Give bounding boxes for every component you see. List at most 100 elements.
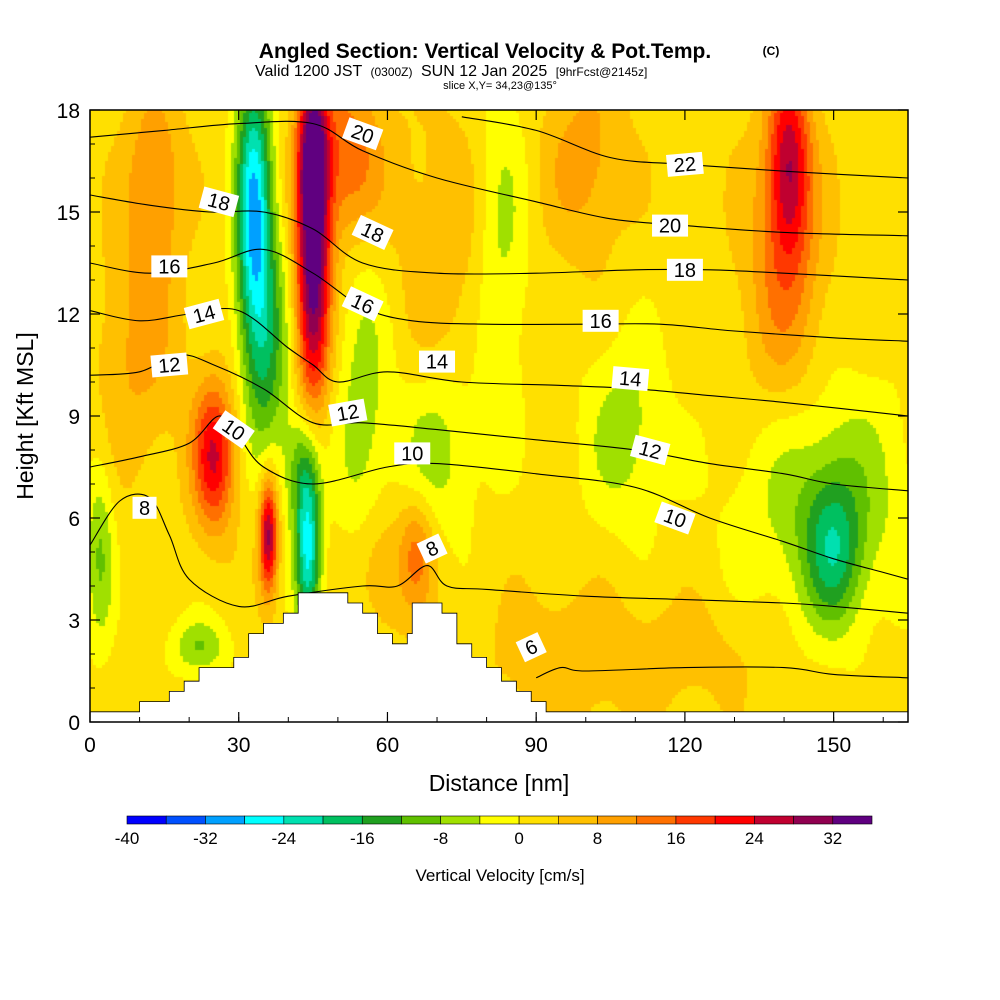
- colorbar-swatch: [518, 815, 559, 825]
- contour-label-text: 16: [158, 256, 180, 278]
- contour-label-box: [652, 214, 689, 237]
- colorbar-swatch: [675, 815, 716, 825]
- contour-label-box: [629, 434, 671, 466]
- y-axis: 0 3 6 9 12 15 18: [57, 100, 908, 735]
- isentrope-16: [90, 248, 908, 342]
- x-tick-label: 60: [376, 734, 399, 757]
- title-block: Angled Section: Vertical Velocity & Pot.…: [255, 40, 779, 92]
- contour-label-box: [515, 632, 547, 663]
- colorbar-swatch: [165, 815, 206, 825]
- contour-label-16: 16: [582, 309, 619, 333]
- colorbar-swatch: [714, 815, 755, 825]
- y-tick-label: 15: [57, 202, 80, 225]
- colorbar-tick-label: -40: [115, 829, 140, 848]
- contour-label-box: [212, 410, 255, 449]
- y-tick-label: 9: [68, 406, 80, 429]
- colorbar-tick-label: -16: [350, 829, 375, 848]
- colorbar-swatch: [126, 815, 167, 825]
- contour-label-12: 12: [150, 352, 189, 378]
- isentrope-22: [461, 116, 908, 179]
- title-main: Angled Section: Vertical Velocity & Pot.…: [259, 40, 711, 63]
- colorbar-tick-label: -32: [193, 829, 218, 848]
- colorbar-tick-label: -24: [272, 829, 297, 848]
- title-slice: slice X,Y= 34,23@135°: [443, 80, 557, 92]
- terrain-mask: [89, 592, 909, 723]
- contour-label-text: 20: [659, 216, 681, 238]
- title-forecast: [9hrFcst@2145z]: [556, 65, 648, 79]
- y-tick-label: 12: [57, 304, 80, 327]
- isentrope-12: [90, 354, 908, 492]
- colorbar-swatch: [244, 815, 285, 825]
- contour-label-box: [666, 151, 704, 177]
- contour-label-text: 10: [401, 443, 423, 465]
- colorbar-swatch: [322, 815, 363, 825]
- colorbar-swatch: [832, 815, 873, 825]
- x-tick-label: 0: [84, 734, 96, 757]
- isentrope-8: [90, 493, 908, 614]
- title-valid-line: Valid 1200 JST (0300Z) SUN 12 Jan 2025 […: [255, 63, 647, 80]
- contour-label-text: 12: [157, 354, 181, 378]
- contour-label-22: 22: [666, 151, 704, 177]
- isentrope-6: [535, 666, 908, 679]
- contour-label-box: [341, 117, 384, 151]
- contour-label-text: 16: [590, 311, 612, 333]
- contour-label-box: [666, 258, 703, 281]
- y-tick-label: 18: [57, 100, 80, 123]
- x-axis-label: Distance [nm]: [429, 770, 570, 796]
- contour-label-box: [151, 255, 188, 278]
- contour-label-box: [394, 442, 431, 465]
- contour-label-20: 20: [652, 214, 689, 238]
- contour-label-box: [416, 533, 448, 564]
- contour-label-14: 14: [419, 350, 456, 374]
- colorbar: -40 -32 -24 -16 -8 0 8 16 24 32: [115, 815, 873, 848]
- isentrope-contours: [90, 116, 908, 679]
- colorbar-swatch: [401, 815, 441, 825]
- colorbar-swatch: [361, 815, 402, 825]
- contour-label-box: [132, 496, 157, 519]
- y-tick-label: 0: [68, 712, 80, 735]
- contour-label-box: [341, 286, 384, 322]
- contour-label-6: 6: [515, 632, 547, 663]
- contour-label-12: 12: [328, 398, 368, 427]
- contour-label-20: 20: [341, 117, 384, 151]
- contour-label-box: [654, 501, 696, 535]
- isentrope-10: [90, 415, 908, 580]
- x-tick-label: 90: [525, 734, 548, 757]
- title-valid-prefix: Valid 1200 JST: [255, 63, 363, 80]
- y-axis-label: Height [Kft MSL]: [12, 332, 38, 499]
- contour-label-box: [328, 398, 368, 427]
- contour-label-18: 18: [666, 258, 703, 282]
- isentrope-20: [90, 120, 908, 237]
- colorbar-swatch: [205, 815, 245, 825]
- y-tick-label: 3: [68, 610, 80, 633]
- colorbar-swatch: [793, 815, 834, 825]
- contour-label-box: [150, 352, 189, 378]
- colorbar-tick-label: 24: [745, 829, 764, 848]
- contour-label-16: 16: [341, 286, 384, 322]
- contour-label-box: [351, 214, 394, 250]
- contour-label-box: [611, 366, 650, 392]
- contour-label-text: 18: [674, 260, 696, 282]
- colorbar-tick-label: 0: [514, 829, 523, 848]
- colorbar-tick-label: 8: [593, 829, 602, 848]
- contour-label-8: 8: [132, 496, 157, 520]
- x-tick-label: 120: [667, 734, 702, 757]
- colorbar-swatch: [283, 815, 324, 825]
- contour-label-text: 14: [618, 368, 642, 392]
- terrain-profile: [89, 592, 909, 723]
- contour-label-box: [198, 186, 240, 218]
- colorbar-swatch: [558, 815, 598, 825]
- colorbar-tick-label: -8: [433, 829, 448, 848]
- title-valid-zulu: (0300Z): [370, 65, 412, 79]
- contour-label-text: 22: [673, 153, 697, 177]
- y-tick-label: 6: [68, 508, 80, 531]
- contour-label-text: 12: [335, 401, 361, 427]
- x-tick-label: 150: [816, 734, 851, 757]
- colorbar-swatch: [440, 815, 481, 825]
- contour-label-16: 16: [151, 255, 188, 278]
- colorbar-swatch: [479, 815, 520, 825]
- colorbar-swatch: [636, 815, 677, 825]
